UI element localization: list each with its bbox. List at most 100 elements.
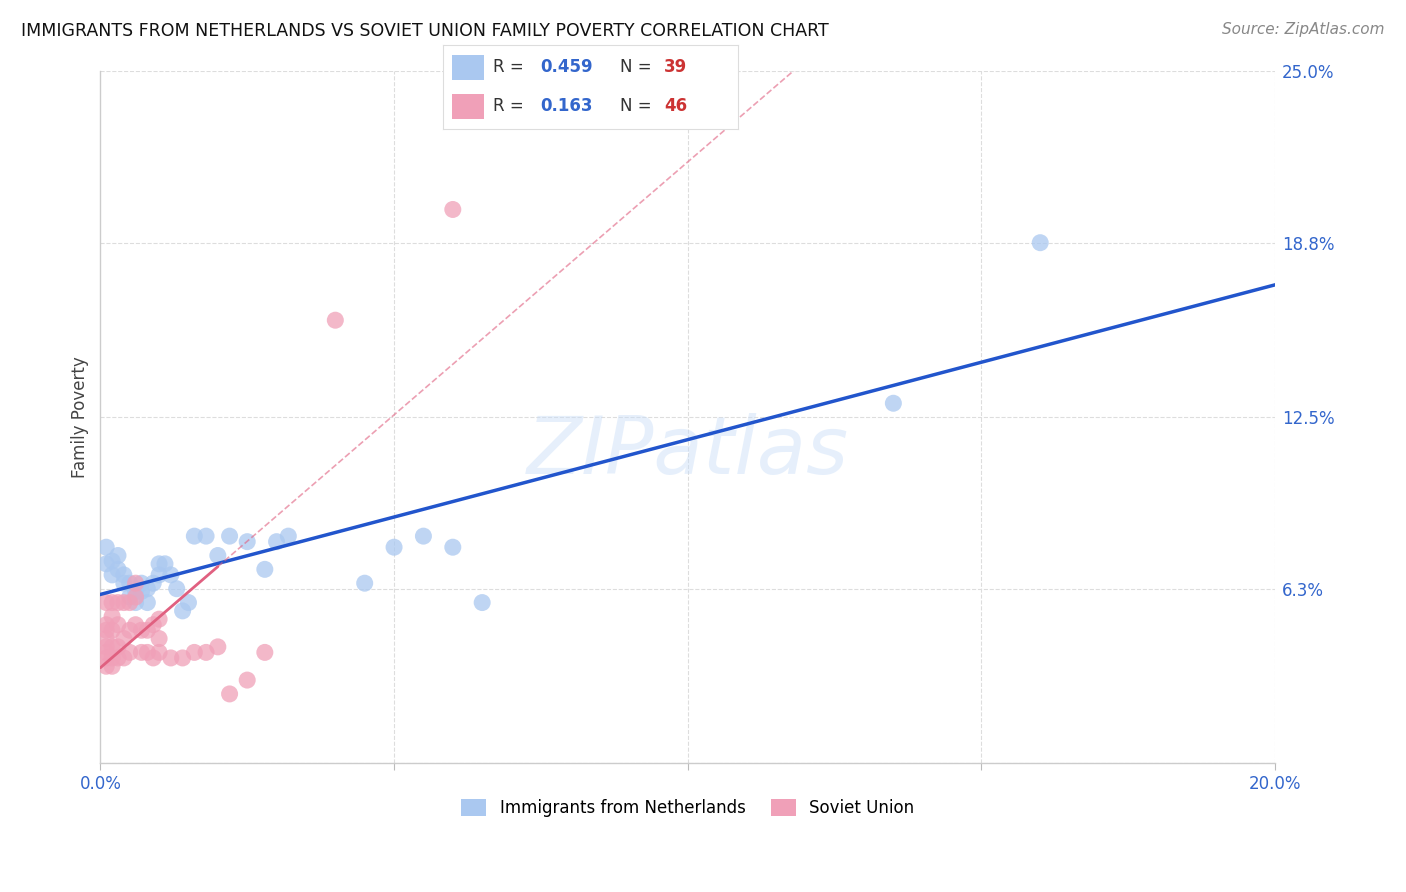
Point xyxy=(183,529,205,543)
Point xyxy=(118,624,141,638)
Point xyxy=(183,645,205,659)
Text: ZIPatlas: ZIPatlas xyxy=(527,413,849,491)
Point xyxy=(96,651,118,665)
Point xyxy=(131,645,153,659)
Bar xyxy=(451,54,484,80)
Point xyxy=(107,562,129,576)
Point xyxy=(153,557,176,571)
Point xyxy=(266,534,288,549)
Point xyxy=(412,529,434,543)
Point xyxy=(124,617,146,632)
Point xyxy=(124,576,146,591)
Text: 0.163: 0.163 xyxy=(540,97,593,115)
Point xyxy=(131,584,153,599)
Point xyxy=(177,596,200,610)
Point xyxy=(131,624,153,638)
Point xyxy=(142,617,165,632)
Point xyxy=(136,596,159,610)
Point xyxy=(107,549,129,563)
Point xyxy=(112,632,135,646)
Point xyxy=(112,651,135,665)
Point xyxy=(253,562,276,576)
Point xyxy=(101,651,124,665)
Point xyxy=(136,624,159,638)
Point xyxy=(353,576,375,591)
Point xyxy=(101,596,124,610)
Point xyxy=(101,624,124,638)
Point xyxy=(112,567,135,582)
Point xyxy=(96,596,118,610)
Point xyxy=(107,617,129,632)
Bar xyxy=(451,94,484,120)
Point xyxy=(124,596,146,610)
Point xyxy=(236,534,259,549)
Point xyxy=(118,596,141,610)
Point xyxy=(471,596,494,610)
Point xyxy=(1029,235,1052,250)
Text: 0.459: 0.459 xyxy=(540,59,593,77)
Point xyxy=(101,554,124,568)
Point xyxy=(441,540,464,554)
Point xyxy=(148,645,170,659)
Y-axis label: Family Poverty: Family Poverty xyxy=(72,356,89,478)
Point xyxy=(207,640,229,654)
Text: N =: N = xyxy=(620,59,657,77)
Point xyxy=(148,567,170,582)
Legend: Immigrants from Netherlands, Soviet Union: Immigrants from Netherlands, Soviet Unio… xyxy=(454,792,921,824)
Point xyxy=(148,612,170,626)
Text: Source: ZipAtlas.com: Source: ZipAtlas.com xyxy=(1222,22,1385,37)
Point xyxy=(323,313,346,327)
Text: IMMIGRANTS FROM NETHERLANDS VS SOVIET UNION FAMILY POVERTY CORRELATION CHART: IMMIGRANTS FROM NETHERLANDS VS SOVIET UN… xyxy=(21,22,830,40)
Point xyxy=(441,202,464,217)
Point xyxy=(136,582,159,596)
Point xyxy=(96,624,118,638)
Point xyxy=(172,651,194,665)
Point xyxy=(118,645,141,659)
Text: R =: R = xyxy=(494,59,529,77)
Point xyxy=(107,651,129,665)
Point xyxy=(166,582,188,596)
Point xyxy=(142,576,165,591)
Point xyxy=(124,584,146,599)
Point xyxy=(136,645,159,659)
Point xyxy=(160,651,183,665)
Point xyxy=(253,645,276,659)
Point xyxy=(382,540,405,554)
Point xyxy=(96,540,118,554)
Point xyxy=(207,549,229,563)
Point xyxy=(96,659,118,673)
Point xyxy=(124,590,146,604)
Point xyxy=(882,396,904,410)
Point xyxy=(148,557,170,571)
Text: 39: 39 xyxy=(665,59,688,77)
Text: R =: R = xyxy=(494,97,529,115)
Text: N =: N = xyxy=(620,97,657,115)
Point xyxy=(195,645,218,659)
Point xyxy=(96,632,118,646)
Point xyxy=(218,687,240,701)
Point xyxy=(277,529,299,543)
Point xyxy=(96,617,118,632)
Point xyxy=(101,640,124,654)
Point xyxy=(96,645,118,659)
Point xyxy=(96,557,118,571)
Point xyxy=(112,596,135,610)
Point xyxy=(172,604,194,618)
Point xyxy=(107,640,129,654)
Point xyxy=(101,659,124,673)
Point xyxy=(236,673,259,687)
Point xyxy=(112,576,135,591)
Point xyxy=(107,596,129,610)
Point xyxy=(118,590,141,604)
Point xyxy=(218,529,240,543)
Point xyxy=(101,609,124,624)
Point xyxy=(101,567,124,582)
Text: 46: 46 xyxy=(665,97,688,115)
Point xyxy=(148,632,170,646)
Point xyxy=(131,576,153,591)
Point xyxy=(96,640,118,654)
Point xyxy=(195,529,218,543)
Point xyxy=(142,651,165,665)
Point xyxy=(118,576,141,591)
Point xyxy=(160,567,183,582)
